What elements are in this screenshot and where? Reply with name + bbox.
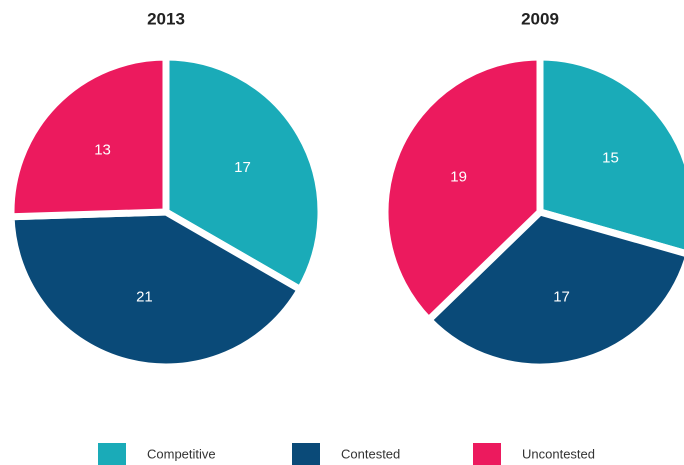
legend-swatch <box>473 443 501 465</box>
legend-label: Contested <box>341 446 400 461</box>
pie-slice <box>423 208 684 371</box>
pie-slice <box>7 53 170 221</box>
legend-label: Uncontested <box>522 446 595 461</box>
data-label: 21 <box>136 289 153 306</box>
data-label: 13 <box>94 141 111 158</box>
chart-title: 2009 <box>521 9 559 28</box>
data-label: 17 <box>234 159 251 176</box>
legend-label: Competitive <box>147 446 216 461</box>
pie-slice <box>381 53 544 325</box>
legend-swatch <box>292 443 320 465</box>
data-label: 19 <box>450 169 467 186</box>
data-label: 17 <box>553 289 570 306</box>
chart-title: 2013 <box>147 9 185 28</box>
pie-slice <box>536 53 684 257</box>
legend-swatch <box>98 443 126 465</box>
data-label: 15 <box>602 150 619 167</box>
pie-slice <box>7 208 306 371</box>
